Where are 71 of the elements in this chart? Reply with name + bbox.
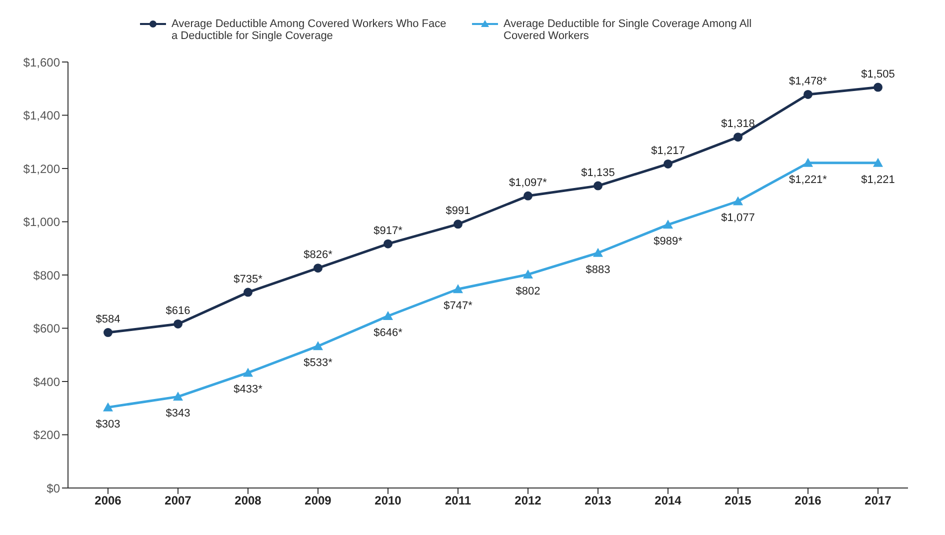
data-label: $826* — [304, 249, 334, 262]
data-label: $917* — [374, 224, 404, 237]
data-label: $303 — [96, 418, 120, 430]
y-tick-label: $400 — [33, 374, 60, 389]
data-label: $1,478* — [789, 75, 828, 88]
data-label: $1,221* — [789, 174, 828, 186]
point — [243, 368, 253, 377]
point — [663, 220, 673, 229]
point — [523, 269, 533, 278]
data-label: $1,217 — [651, 144, 685, 157]
data-label: $433* — [234, 384, 264, 396]
point — [453, 284, 463, 294]
x-tick-label: 2007 — [164, 494, 192, 508]
y-tick-label: $1,000 — [23, 215, 60, 230]
data-label: $802 — [516, 285, 540, 298]
point — [524, 191, 532, 200]
data-label: $1,097* — [509, 176, 548, 189]
point — [104, 328, 112, 338]
data-label: $343 — [166, 408, 190, 420]
data-label: $646* — [374, 327, 404, 340]
point — [874, 82, 882, 92]
x-tick-label: 2015 — [724, 494, 752, 508]
data-label: $735* — [234, 273, 264, 286]
point — [734, 132, 742, 142]
x-tick-label: 2008 — [234, 494, 262, 508]
point — [103, 402, 113, 412]
point — [384, 239, 392, 248]
point — [383, 311, 393, 320]
y-tick-label: $200 — [33, 428, 60, 442]
point — [173, 392, 183, 401]
x-tick-label: 2006 — [94, 494, 122, 508]
point — [244, 288, 252, 297]
data-label: $747* — [444, 300, 474, 312]
x-tick-label: 2012 — [514, 494, 542, 508]
point — [733, 196, 743, 206]
point — [803, 158, 813, 167]
x-tick-label: 2014 — [654, 494, 682, 508]
data-label: $1,077 — [721, 212, 755, 224]
x-tick-label: 2017 — [864, 494, 892, 508]
data-label: $616 — [166, 304, 190, 317]
point — [873, 158, 883, 167]
x-tick-label: 2011 — [444, 494, 472, 508]
data-label: $989* — [654, 236, 684, 248]
x-tick-label: 2010 — [374, 494, 402, 508]
y-tick-label: $600 — [33, 322, 60, 336]
point — [313, 341, 323, 350]
point — [664, 159, 672, 168]
x-tick-label: 2016 — [794, 494, 822, 508]
x-tick-label: 2009 — [304, 494, 332, 508]
point — [804, 90, 812, 99]
point — [454, 220, 462, 229]
data-label: $883 — [586, 264, 610, 276]
y-tick-label: $800 — [33, 268, 60, 282]
data-label: $1,135 — [581, 166, 615, 179]
point — [314, 264, 322, 273]
legend-label: Average Deductible for Single Coverage Among All Covered Workers — [504, 18, 753, 42]
y-tick-label: $0 — [46, 481, 60, 496]
point — [593, 248, 603, 257]
y-tick-label: $1,600 — [23, 55, 60, 70]
data-label: $533* — [304, 357, 334, 370]
data-label: $584 — [96, 314, 120, 326]
x-tick-label: 2013 — [584, 494, 612, 508]
data-label: $1,318 — [721, 118, 755, 130]
data-label: $1,221 — [861, 174, 895, 186]
y-tick-label: $1,400 — [23, 108, 60, 123]
data-label: $991 — [446, 205, 470, 218]
y-tick-label: $1,200 — [23, 162, 60, 176]
legend-label: Average Deductible Among Covered Workers Who Face a Deductible for Single Coverage — [172, 18, 448, 42]
data-label: $1,505 — [861, 68, 895, 80]
point — [174, 319, 182, 328]
point — [594, 181, 602, 190]
